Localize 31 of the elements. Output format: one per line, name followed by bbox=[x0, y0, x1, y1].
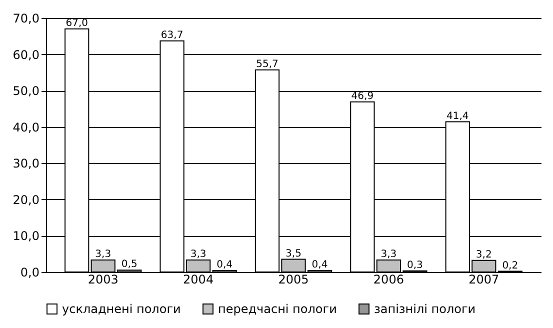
data-label: 0,3 bbox=[407, 260, 423, 271]
x-tick-label: 2006 bbox=[373, 272, 404, 286]
legend-label: ускладнені пологи bbox=[62, 302, 181, 316]
data-label: 3,2 bbox=[476, 249, 492, 260]
data-label: 67,0 bbox=[66, 18, 88, 29]
y-tick-label: 10,0 bbox=[12, 229, 40, 244]
data-label: 3,3 bbox=[190, 249, 206, 260]
y-tick-label: 0,0 bbox=[20, 266, 40, 280]
data-label: 0,5 bbox=[121, 259, 138, 270]
data-label: 0,4 bbox=[312, 260, 328, 271]
y-tick-label: 50,0 bbox=[12, 84, 40, 98]
data-label: 46,9 bbox=[351, 90, 374, 102]
data-label: 0,2 bbox=[502, 260, 518, 272]
data-label: 3,3 bbox=[380, 249, 397, 260]
data-label: 63,7 bbox=[160, 30, 184, 41]
x-tick-label: 2005 bbox=[278, 272, 309, 286]
y-tick-label: 70,0 bbox=[12, 12, 40, 26]
x-tick-label: 2004 bbox=[183, 272, 214, 286]
x-tick-label: 2003 bbox=[88, 272, 118, 286]
data-label: 0,4 bbox=[216, 260, 233, 271]
data-label: 41,4 bbox=[446, 110, 469, 122]
y-tick-label: 20,0 bbox=[12, 192, 40, 207]
x-tick-label: 2007 bbox=[468, 272, 500, 286]
legend-label: запізнілі пологи bbox=[374, 302, 476, 316]
y-tick-label: 60,0 bbox=[12, 48, 40, 62]
y-tick-label: 30,0 bbox=[12, 156, 40, 171]
data-label: 55,7 bbox=[256, 58, 278, 70]
legend-label: передчасні пологи bbox=[218, 302, 337, 316]
y-tick-label: 40,0 bbox=[12, 120, 40, 134]
data-label: 3,5 bbox=[286, 248, 302, 260]
data-label: 3,3 bbox=[95, 249, 112, 260]
